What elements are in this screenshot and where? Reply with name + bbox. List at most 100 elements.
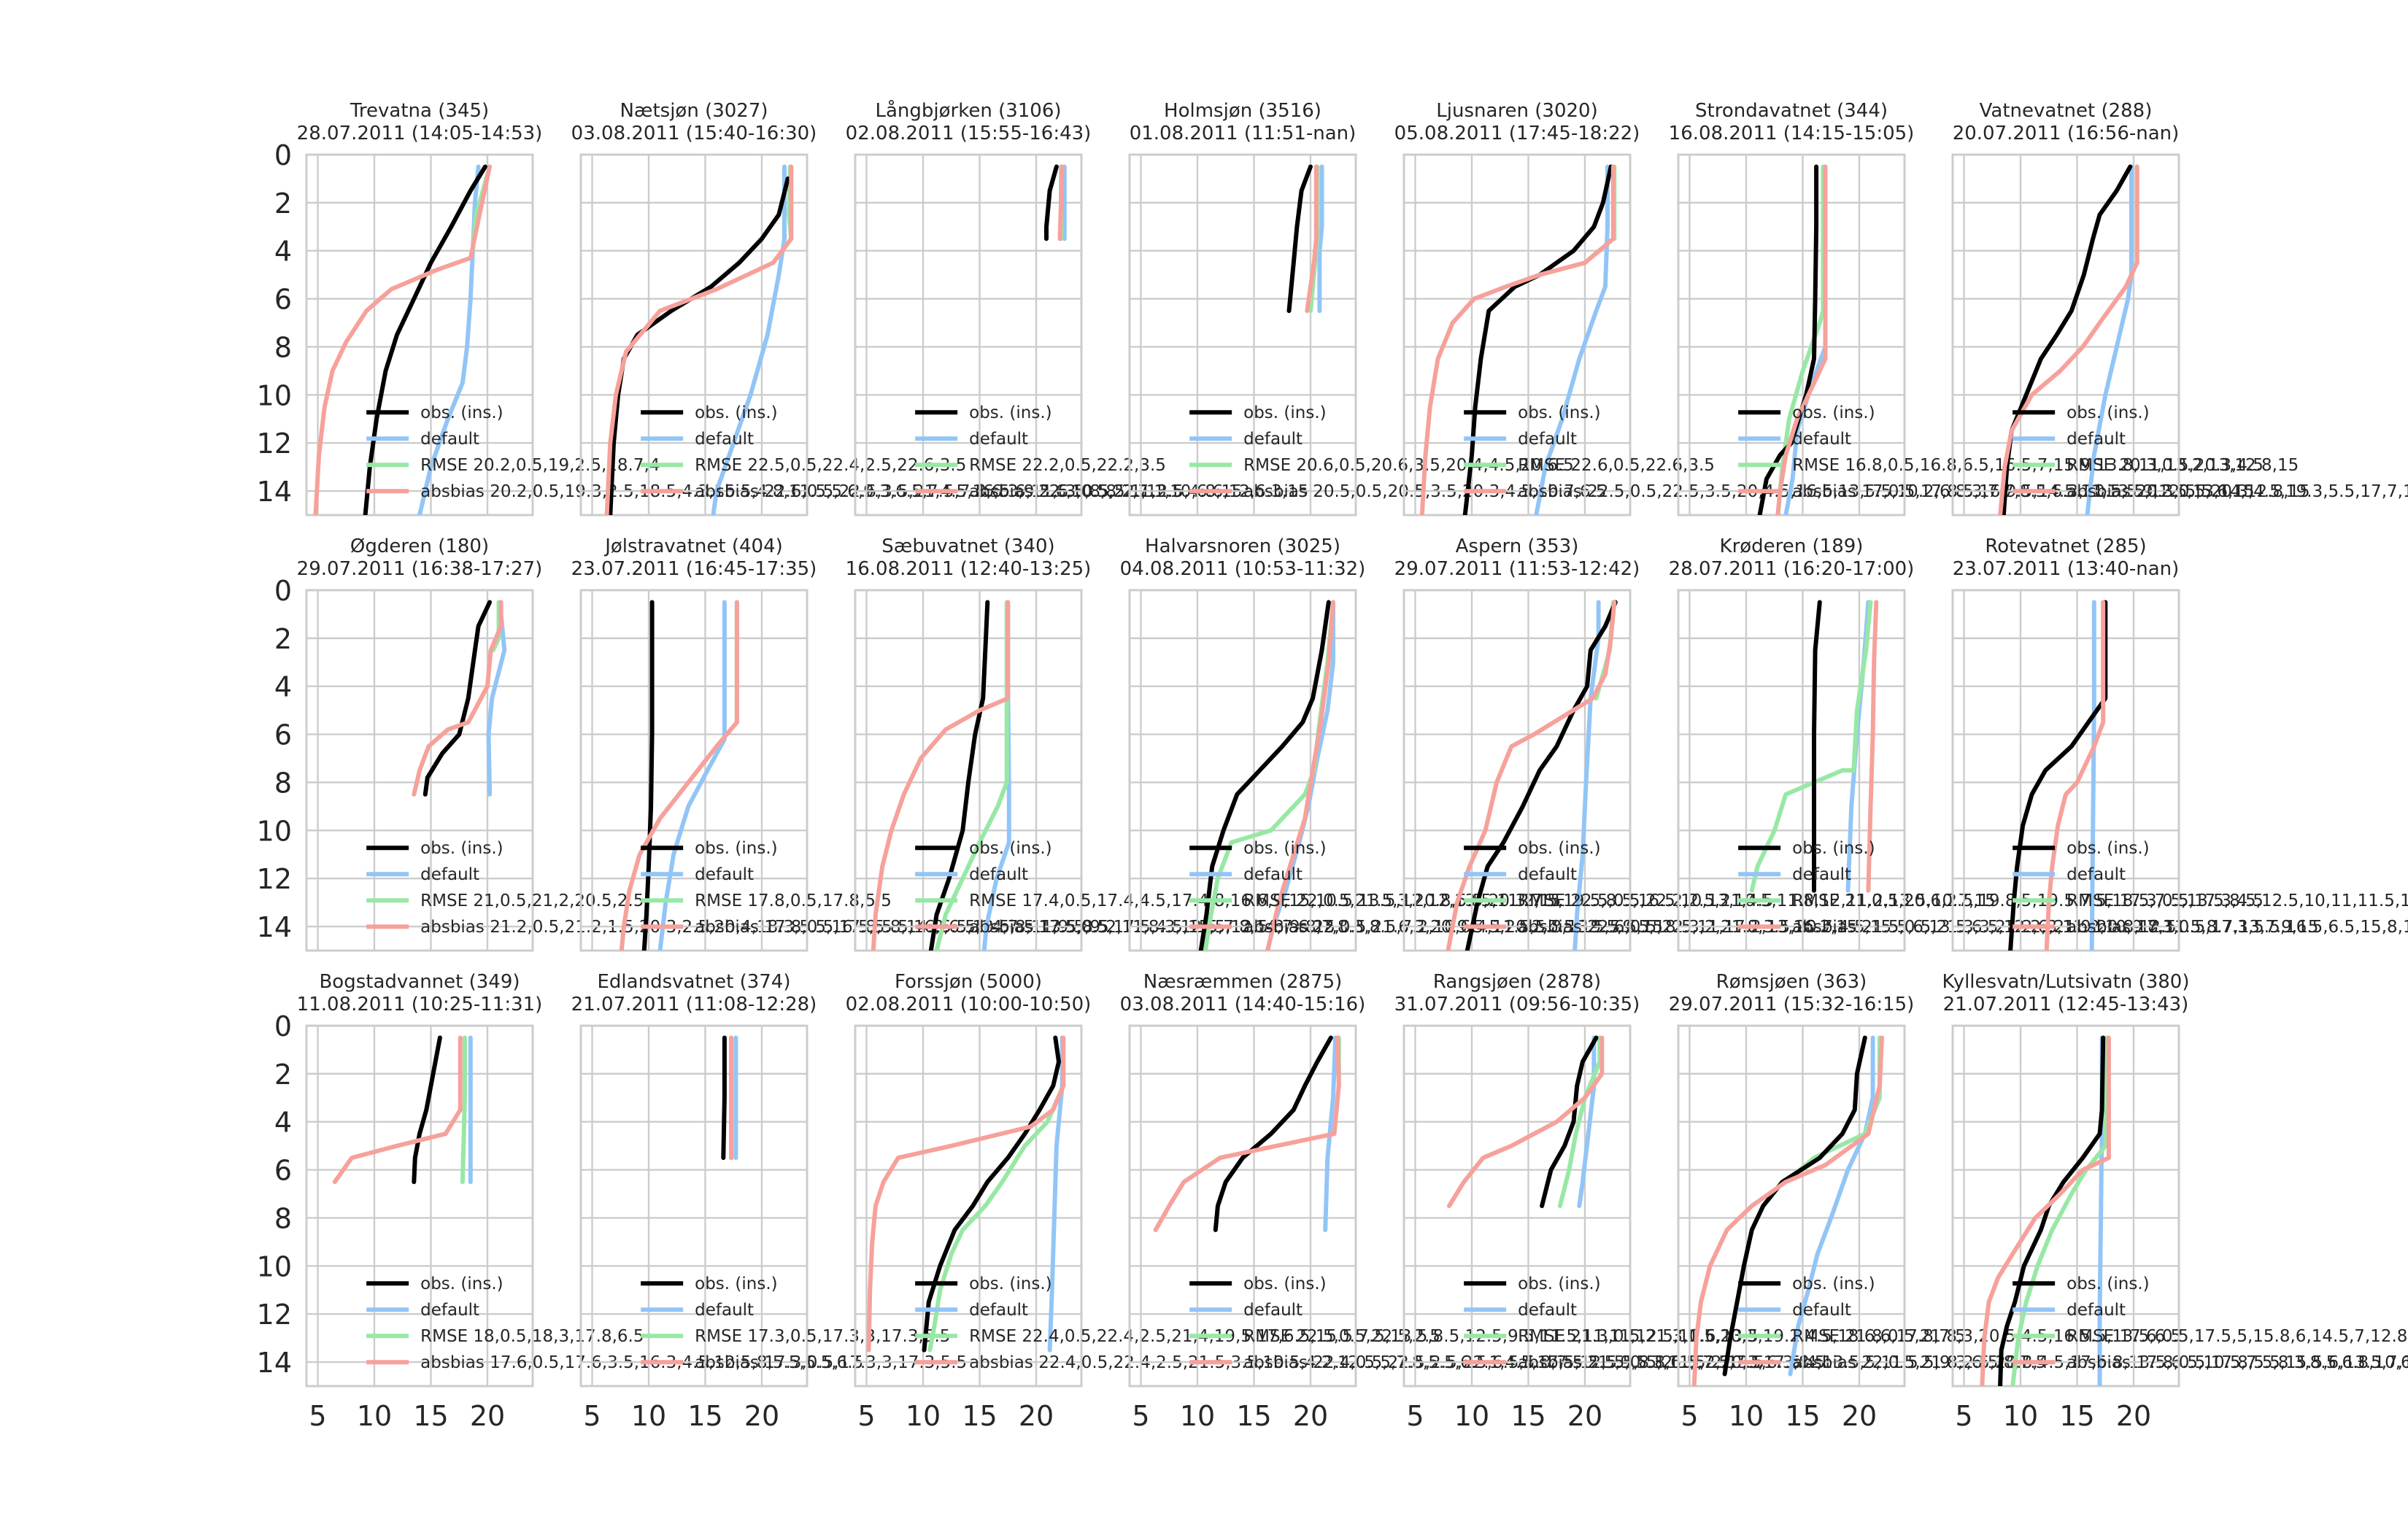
x-tick-label: 20 — [470, 1400, 505, 1432]
legend-label-rmse: RMSE 20.2,0.5,19,2.5,18.7,4 — [420, 456, 660, 475]
gridlines — [855, 1026, 1081, 1386]
series-line-default — [1323, 1035, 1338, 1232]
panel-19: Rangsjøen (2878)31.07.2011 (09:56-10:35)… — [1394, 971, 2047, 1432]
gridlines — [581, 1026, 807, 1386]
series-line-default — [486, 600, 507, 797]
legend-label-default: default — [1518, 1301, 1577, 1320]
x-tick-label: 20 — [1019, 1400, 1054, 1432]
panel-title: Rangsjøen (2878) — [1433, 971, 1601, 993]
series-line-obs — [641, 600, 655, 951]
panel-subtitle: 02.08.2011 (15:55-16:43) — [846, 123, 1092, 144]
panel-7: Vatnevatnet (288)20.07.2011 (16:56-nan) o… — [1951, 100, 2408, 517]
panel-title: Edlandsvatnet (374) — [598, 971, 791, 993]
x-tick-label: 20 — [1293, 1400, 1328, 1432]
legend-label-default: default — [1792, 1301, 1851, 1320]
plot-frame — [1128, 153, 1357, 517]
legend: obs. (ins.) default RMSE 17.3,0.5,17.3,4.5… — [2013, 839, 2408, 937]
series-line-obs — [1286, 164, 1313, 314]
legend-label-rmse: RMSE 17.8,0.5,17.8,5.5 — [695, 891, 892, 910]
series-line-absbias — [1866, 600, 1879, 893]
gridlines — [1404, 590, 1630, 951]
legend: obs. (ins.) default RMSE 20.3,0.5,20.3,4.5… — [2013, 403, 2408, 501]
legend-label-default: default — [420, 1301, 479, 1320]
plot-frame — [1677, 153, 1906, 517]
legend-label-obs: obs. (ins.) — [420, 1274, 503, 1293]
panel-title: Bogstadvannet (349) — [319, 971, 520, 993]
panel-3: Långbjørken (3106)02.08.2011 (15:55-16:4… — [846, 99, 1183, 517]
legend-label-absbias: absbias 20.2,0.5,19.3,2.5,18.5,4.3,15.5,… — [420, 482, 1242, 501]
series-lines — [2008, 600, 2108, 951]
panel-subtitle: 03.08.2011 (15:40-16:30) — [571, 123, 817, 144]
series-lines — [1153, 1035, 1341, 1232]
x-tick-label: 10 — [906, 1400, 941, 1432]
panel-title: Krøderen (189) — [1720, 535, 1864, 557]
y-tick-label: 4 — [274, 1107, 292, 1139]
panel-11: Halvarsnoren (3025)04.08.2011 (10:53-11:… — [1120, 535, 1996, 952]
x-tick-label: 20 — [1567, 1400, 1602, 1432]
panel-16: Edlandsvatnet (374)21.07.2011 (11:08-12:… — [571, 971, 968, 1432]
series-line-absbias — [1153, 1035, 1341, 1232]
legend-label-default: default — [1518, 430, 1577, 449]
panel-subtitle: 02.08.2011 (10:00-10:50) — [846, 994, 1092, 1015]
panel-subtitle: 28.07.2011 (14:05-14:53) — [297, 123, 543, 144]
legend-label-default: default — [695, 430, 754, 449]
plot-frame — [579, 589, 809, 952]
panel-15: Bogstadvannet (349)11.08.2011 (10:25-11:… — [257, 971, 864, 1432]
x-tick-label: 5 — [857, 1400, 875, 1432]
series-line-absbias — [871, 600, 1011, 951]
panel-4: Holmsjøn (3516)01.08.2011 (11:51-nan) obs… — [1128, 100, 1607, 517]
series-lines — [313, 164, 493, 515]
legend-label-obs: obs. (ins.) — [1792, 1274, 1875, 1293]
legend: obs. (ins.) default RMSE 22.2,0.5,22.2,3.5… — [915, 403, 1183, 501]
series-line-obs — [2008, 600, 2108, 951]
legend-label-absbias: absbias 22.6,0.5,22.3,2,21.8,3.5,20.7,4.… — [1518, 918, 2318, 937]
legend-label-obs: obs. (ins.) — [420, 403, 503, 422]
panel-title: Næsræmmen (2875) — [1143, 971, 1343, 993]
series-line-obs — [608, 176, 790, 515]
y-tick-label: 6 — [274, 284, 292, 316]
series-line-default — [1788, 1035, 1875, 1377]
series-line-rmse — [1749, 600, 1873, 893]
series-lines — [619, 600, 739, 951]
legend-label-obs: obs. (ins.) — [1243, 403, 1326, 422]
series-line-obs — [1462, 164, 1613, 515]
panel-subtitle: 05.08.2011 (17:45-18:22) — [1394, 123, 1640, 144]
series-line-rmse — [460, 1035, 467, 1185]
legend: obs. (ins.) default RMSE 18,0.5,18,3,17.8,… — [366, 1274, 863, 1372]
panel-title: Rømsjøen (363) — [1716, 971, 1867, 993]
series-lines — [1419, 164, 1617, 515]
legend-label-rmse: RMSE 17.6,0.5,17.5,5,15.8,6,14.5,7,12.8,… — [2067, 1327, 2408, 1346]
x-tick-label: 15 — [687, 1400, 722, 1432]
series-lines — [721, 1035, 738, 1161]
legend-label-default: default — [695, 865, 754, 884]
y-tick-label: 14 — [257, 1347, 292, 1379]
series-line-absbias — [1447, 1035, 1605, 1208]
panel-subtitle: 28.07.2011 (16:20-17:00) — [1669, 558, 1915, 580]
panels-grid: Trevatna (345)28.07.2011 (14:05-14:53) ob… — [257, 99, 2408, 1432]
plot-frame — [1128, 589, 1357, 952]
x-tick-label: 20 — [1842, 1400, 1877, 1432]
legend-label-default: default — [969, 1301, 1028, 1320]
x-tick-label: 15 — [1510, 1400, 1545, 1432]
series-line-absbias — [1998, 164, 2139, 515]
series-line-default — [1317, 164, 1324, 314]
y-tick-label: 2 — [274, 187, 292, 220]
gridlines — [306, 155, 533, 515]
series-line-rmse — [490, 600, 501, 653]
series-lines — [1998, 164, 2139, 515]
legend-label-obs: obs. (ins.) — [969, 1274, 1051, 1293]
plot-frame — [1402, 1024, 1632, 1388]
y-tick-label: 0 — [274, 1010, 292, 1042]
legend-label-rmse: RMSE 21,0.5,21,2,20.5,2.5 — [420, 891, 644, 910]
series-line-rmse — [2010, 1035, 2109, 1386]
legend: obs. (ins.) default RMSE 22,0.5,21.5,3,20.… — [1189, 839, 1996, 937]
series-line-obs — [1812, 600, 1822, 893]
plot-frame — [854, 589, 1083, 952]
x-tick-label: 5 — [1955, 1400, 1972, 1432]
gridlines — [1953, 155, 2179, 515]
panel-subtitle: 29.07.2011 (11:53-12:42) — [1394, 558, 1640, 580]
legend-label-rmse: RMSE 22,0.5,21.5,3,20.8,5.5,20.3,7.5,19.… — [1243, 891, 1996, 910]
panel-title: Aspern (353) — [1456, 535, 1579, 557]
panel-17: Forssjøn (5000)02.08.2011 (10:00-10:50) o… — [846, 971, 1764, 1432]
